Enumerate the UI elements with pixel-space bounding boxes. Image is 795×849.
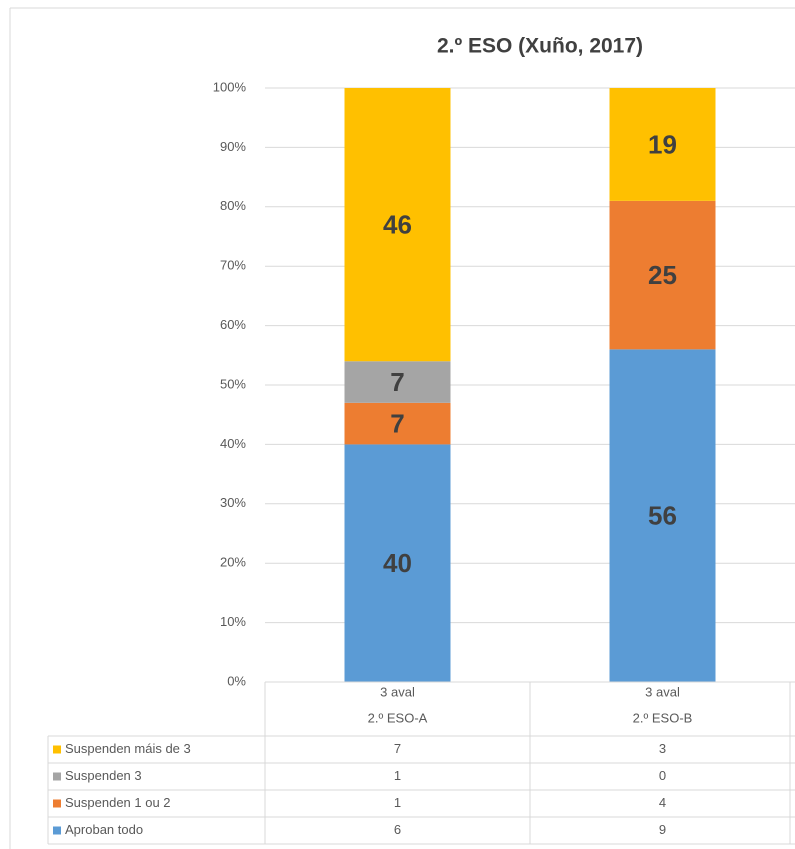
table-cell: 6	[394, 822, 401, 837]
y-tick-label: 10%	[220, 614, 246, 629]
legend-swatch	[53, 745, 61, 754]
table-cell: 0	[659, 768, 666, 783]
data-label: 7	[390, 367, 404, 397]
x-tick-label: 2.º ESO-B	[633, 710, 693, 725]
category-group-label: 3 aval	[645, 684, 680, 699]
bar-segment	[344, 88, 451, 362]
y-tick-label: 100%	[213, 79, 247, 94]
table-cell: 9	[659, 822, 666, 837]
data-label: 19	[648, 129, 677, 159]
y-tick-label: 60%	[220, 317, 246, 332]
table-cell: 1	[394, 795, 401, 810]
data-label: 56	[648, 501, 677, 531]
legend-swatch	[53, 799, 61, 808]
table-cell: 4	[659, 795, 666, 810]
data-label: 7	[390, 408, 404, 438]
y-tick-label: 0%	[227, 673, 246, 688]
bar-segment	[609, 349, 716, 682]
bar-segment	[609, 88, 716, 201]
y-tick-label: 50%	[220, 376, 246, 391]
y-tick-label: 70%	[220, 258, 246, 273]
x-tick-label: 2.º ESO-A	[368, 710, 428, 725]
legend-swatch	[53, 772, 61, 781]
legend-label: Aproban todo	[65, 822, 143, 837]
y-tick-label: 40%	[220, 436, 246, 451]
table-cell: 7	[394, 741, 401, 756]
legend-label: Suspenden 3	[65, 768, 142, 783]
table-cell: 3	[659, 741, 666, 756]
bar-segment	[609, 200, 716, 350]
legend-label: Suspenden máis de 3	[65, 741, 191, 756]
data-label: 46	[383, 209, 412, 239]
y-tick-label: 30%	[220, 495, 246, 510]
y-tick-label: 20%	[220, 555, 246, 570]
category-group-label: 3 aval	[380, 684, 415, 699]
bar-segment	[344, 444, 451, 682]
legend-swatch	[53, 826, 61, 835]
data-label: 40	[383, 548, 412, 578]
y-tick-label: 80%	[220, 198, 246, 213]
bar-segment	[344, 361, 451, 403]
bar-segment	[344, 402, 451, 445]
legend-label: Suspenden 1 ou 2	[65, 795, 171, 810]
table-cell: 1	[394, 768, 401, 783]
y-tick-label: 90%	[220, 139, 246, 154]
chart-title: 2.º ESO (Xuño, 2017)	[437, 35, 643, 58]
data-label: 25	[648, 260, 677, 290]
